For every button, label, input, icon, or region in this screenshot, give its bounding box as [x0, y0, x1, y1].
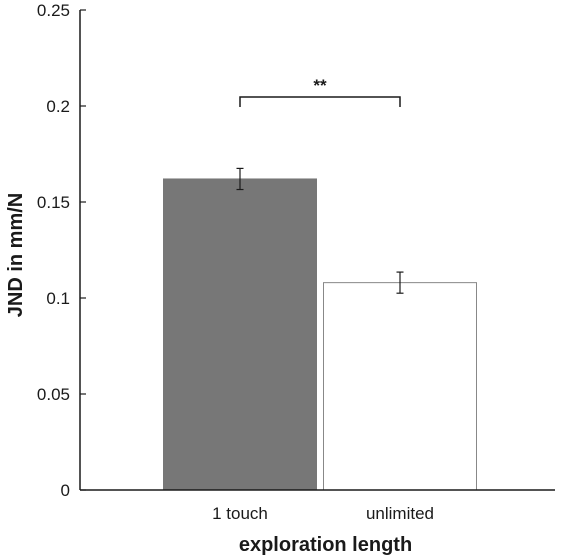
x-axis-title: exploration length [239, 534, 412, 556]
significance-bracket-group: ** [239, 76, 401, 107]
x-tick-label: unlimited [366, 504, 434, 523]
bars-group [163, 178, 477, 491]
y-tick-label: 0.05 [37, 385, 70, 404]
y-tick-label: 0.2 [46, 97, 70, 116]
y-tick-label: 0.25 [37, 1, 70, 20]
y-tick-label: 0 [61, 481, 70, 500]
bar-1-touch [163, 178, 317, 491]
x-ticks-group: 1 touch unlimited [212, 504, 434, 523]
y-tick-label: 0.1 [46, 289, 70, 308]
error-bar-unlimited [396, 271, 404, 294]
y-axis-title: JND in mm/N [5, 193, 27, 317]
axes-group [79, 10, 555, 491]
significance-bracket [239, 96, 401, 107]
y-tick-label: 0.15 [37, 193, 70, 212]
bar-unlimited [323, 282, 477, 491]
error-bar-1-touch [236, 167, 244, 191]
x-tick-label: 1 touch [212, 504, 268, 523]
error-bars-group [236, 167, 404, 294]
y-ticks-group: 0 0.05 0.1 0.15 0.2 0.25 [37, 1, 86, 500]
significance-label: ** [313, 76, 327, 95]
